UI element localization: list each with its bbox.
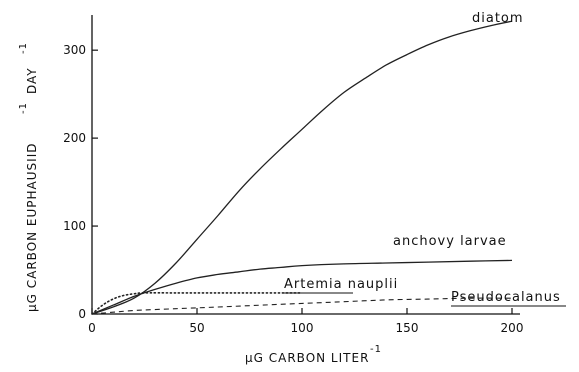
x-tick-label-0: 0	[88, 321, 96, 335]
x-tick-label-100: 100	[291, 321, 314, 335]
x-axis-title: µG CARBON LITER	[245, 351, 369, 365]
x-tick-label-50: 50	[189, 321, 204, 335]
series-lines	[91, 20, 513, 315]
y-axis-title-day: DAY	[25, 67, 39, 94]
series-labels: diatom anchovy larvae Artemia nauplii Ps…	[284, 11, 566, 307]
y-axis-title: µG CARBON EUPHAUSIID	[25, 143, 39, 312]
y-tick-label-200: 200	[63, 131, 86, 145]
ticks: 0 50 100 150 200 0 100 200 300	[63, 43, 523, 335]
series-label-anchovy-larvae: anchovy larvae	[393, 234, 507, 249]
y-axis-title-superscript-1: -1	[18, 102, 29, 114]
axes	[91, 15, 520, 315]
series-line-diatom	[91, 20, 513, 315]
series-line-pseudocalanus	[91, 297, 513, 315]
series-label-pseudocalanus: Pseudocalanus	[451, 290, 561, 305]
y-tick-label-100: 100	[63, 219, 86, 233]
x-tick-label-150: 150	[396, 321, 419, 335]
y-axis-title-superscript-2: -1	[18, 42, 29, 54]
y-tick-label-300: 300	[63, 43, 86, 57]
y-tick-label-0: 0	[78, 307, 86, 321]
series-label-diatom: diatom	[472, 11, 524, 26]
x-tick-label-200: 200	[501, 321, 524, 335]
series-line-artemia-nauplii	[91, 292, 303, 315]
series-line-anchovy-larvae	[91, 259, 513, 315]
series-label-artemia-nauplii: Artemia nauplii	[284, 277, 398, 292]
axis-titles: µG CARBON LITER -1 µG CARBON EUPHAUSIID …	[18, 42, 382, 365]
x-axis-title-superscript: -1	[370, 344, 382, 355]
